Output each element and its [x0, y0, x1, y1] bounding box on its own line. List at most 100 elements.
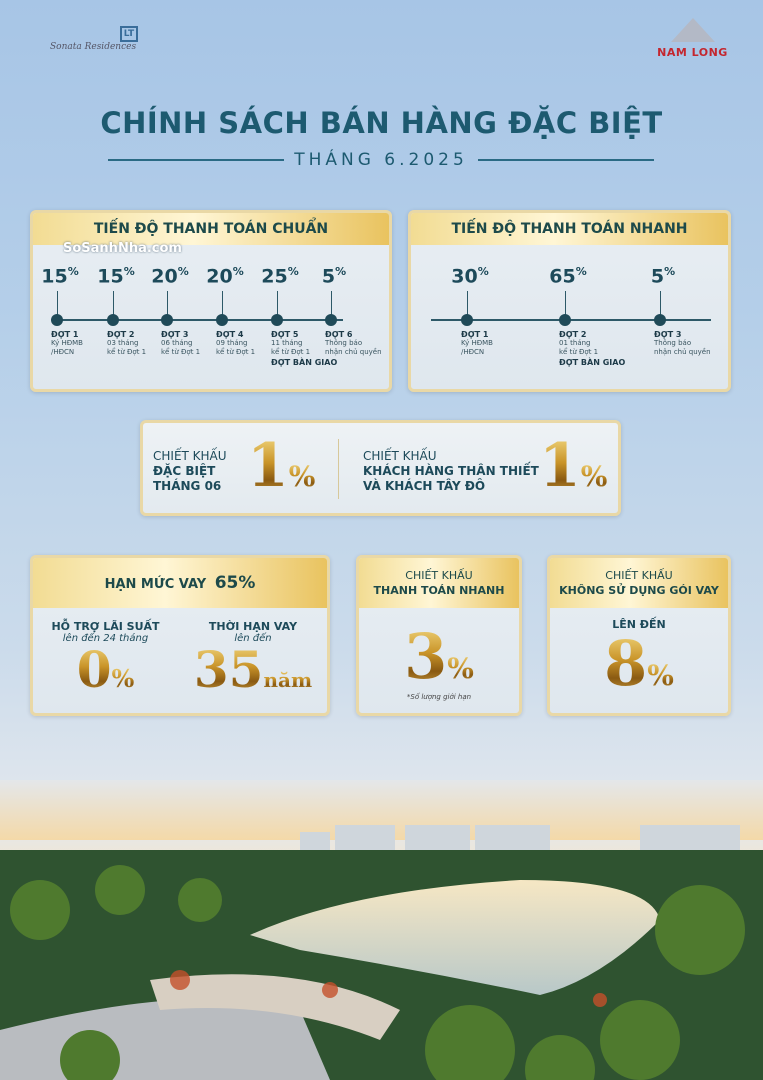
- stage-label: ĐỢT 5 11 tháng kể từ Đợt 1 ĐỢT BÀN GIAO: [271, 330, 337, 367]
- percent-value: 20: [151, 265, 178, 288]
- stage-desc: kể từ Đợt 1: [216, 348, 256, 356]
- card-title: CHIẾT KHẤU KHÔNG SỬ DỤNG GÓI VAY: [550, 558, 728, 608]
- stage-name: ĐỢT 2: [107, 330, 135, 339]
- title-line: THANH TOÁN NHANH: [373, 584, 505, 597]
- card-title: HẠN MỨC VAY 65%: [33, 558, 327, 608]
- stage-desc: /HĐCN: [461, 348, 485, 356]
- stage-note: ĐỢT BÀN GIAO: [271, 358, 338, 367]
- percent-sign: %: [111, 664, 135, 693]
- percent-sign: %: [447, 652, 474, 685]
- label-line: VÀ KHÁCH TÂY ĐÔ: [363, 479, 486, 493]
- stage-desc: 01 tháng: [559, 339, 591, 347]
- divider: [108, 159, 285, 161]
- value-number: 1: [247, 431, 289, 501]
- stage-percent: 20%: [151, 265, 188, 287]
- stage-name: ĐỢT 5: [271, 330, 299, 339]
- divider: [338, 439, 339, 499]
- stage-desc: nhận chủ quyền: [654, 348, 711, 356]
- percent-sign: %: [288, 460, 316, 493]
- interest-support: HỖ TRỢ LÃI SUẤT lên đến 24 tháng 0%: [33, 620, 178, 699]
- stage-desc: 06 tháng: [161, 339, 193, 347]
- loyal-discount-value: 1%: [539, 431, 607, 501]
- logo-mark: LT: [120, 26, 138, 42]
- fast-payment-card: TIẾN ĐỘ THANH TOÁN NHANH 30% ĐỢT 1 Ký HĐMB…: [408, 210, 731, 392]
- card-title: TIẾN ĐỘ THANH TOÁN NHANH: [411, 213, 728, 245]
- title-line: CHIẾT KHẤU: [405, 569, 473, 582]
- stage-dot: [461, 314, 473, 326]
- value-number: 1: [539, 431, 581, 501]
- stage-percent: 25%: [261, 265, 298, 287]
- value-number: 8: [604, 627, 648, 700]
- stage-dot: [161, 314, 173, 326]
- stage-label: ĐỢT 4 09 tháng kể từ Đợt 1: [216, 330, 255, 358]
- stage-label: ĐỢT 2 01 tháng kể từ Đợt 1 ĐỢT BÀN GIAO: [559, 330, 625, 367]
- stage-desc: kể từ Đợt 1: [107, 348, 147, 356]
- stage-note: ĐỢT BÀN GIAO: [559, 358, 626, 367]
- value-number: 0: [76, 640, 112, 699]
- discount-card: CHIẾT KHẤU ĐẶC BIỆT THÁNG 06 1% CHIẾT KH…: [140, 420, 621, 516]
- stage-desc: kể từ Đợt 1: [271, 348, 311, 356]
- percent-sign: %: [232, 265, 244, 278]
- label-line: CHIẾT KHẤU: [153, 449, 227, 463]
- value-number: 3: [404, 620, 448, 693]
- percent-sign: %: [287, 265, 299, 278]
- stage-label: ĐỢT 1 Ký HĐMB/HĐCN: [51, 330, 83, 358]
- stage-label: ĐỢT 6 Thông báo nhận chủ quyền: [325, 330, 382, 358]
- percent-sign: %: [335, 265, 347, 278]
- stage-desc: 11 tháng: [271, 339, 303, 347]
- timeline-line: [55, 319, 343, 321]
- percent-sign: %: [477, 265, 489, 278]
- stage-dot: [271, 314, 283, 326]
- stage-percent: 5%: [322, 265, 346, 287]
- unit: năm: [263, 668, 313, 692]
- stage-desc: Ký HĐMB: [51, 339, 83, 347]
- sublabel: LÊN ĐẾN: [612, 618, 666, 631]
- brand-name: NAM LONG: [657, 46, 728, 59]
- stage-name: ĐỢT 3: [654, 330, 682, 339]
- percent-value: 15: [97, 265, 124, 288]
- stage-desc: kể từ Đợt 1: [559, 348, 599, 356]
- no-loan-discount-card: CHIẾT KHẤU KHÔNG SỬ DỤNG GÓI VAY LÊN ĐẾN…: [547, 555, 731, 716]
- label: THỜI HẠN VAY: [208, 620, 298, 633]
- percent-sign: %: [177, 265, 189, 278]
- stage-percent: 15%: [41, 265, 78, 287]
- page-title: CHÍNH SÁCH BÁN HÀNG ĐẶC BIỆT: [100, 106, 663, 140]
- nam-long-logo: NAM LONG: [650, 18, 735, 68]
- watermark: SoSanhNha.com: [63, 241, 182, 256]
- title-line: KHÔNG SỬ DỤNG GÓI VAY: [559, 584, 719, 597]
- stage-name: ĐỢT 2: [559, 330, 587, 339]
- loyal-discount-label: CHIẾT KHẤU KHÁCH HÀNG THÂN THIẾT VÀ KHÁC…: [363, 449, 539, 494]
- stage-percent: 5%: [651, 265, 675, 287]
- stage-name: ĐỢT 6: [325, 330, 353, 339]
- stage-desc: nhận chủ quyền: [325, 348, 382, 356]
- title-value: 65%: [214, 573, 256, 593]
- stage-dot: [654, 314, 666, 326]
- loan-term: THỜI HẠN VAY lên đến 35năm: [173, 620, 327, 699]
- stem: [167, 291, 168, 319]
- stage-desc: 09 tháng: [216, 339, 248, 347]
- stage-desc: Thông báo: [325, 339, 363, 347]
- value: 8%: [550, 627, 728, 700]
- percent-value: 5: [321, 265, 336, 288]
- percent-sign: %: [664, 265, 676, 278]
- stage-name: ĐỢT 3: [161, 330, 189, 339]
- percent-value: 20: [206, 265, 233, 288]
- timeline-line: [431, 319, 711, 321]
- subtitle-text: THÁNG 6.2025: [294, 150, 468, 170]
- label-line: CHIẾT KHẤU: [363, 449, 437, 463]
- stage-percent: 20%: [206, 265, 243, 287]
- divider: [477, 159, 655, 161]
- stem: [660, 291, 661, 319]
- fast-pay-discount-card: CHIẾT KHẤU THANH TOÁN NHANH 3% *Số lượng…: [356, 555, 522, 716]
- standard-payment-card: TIẾN ĐỘ THANH TOÁN CHUẨN SoSanhNha.com 1…: [30, 210, 392, 392]
- stage-percent: 30%: [451, 265, 488, 287]
- subtitle: THÁNG 6.2025: [108, 150, 655, 170]
- label-line: KHÁCH HÀNG THÂN THIẾT: [363, 464, 539, 478]
- percent-value: 25: [261, 265, 288, 288]
- stage-label: ĐỢT 3 Thông báo nhận chủ quyền: [654, 330, 711, 358]
- special-discount-label: CHIẾT KHẤU ĐẶC BIỆT THÁNG 06: [153, 449, 227, 494]
- stem: [57, 291, 58, 319]
- card-title: TIẾN ĐỘ THANH TOÁN CHUẨN: [33, 213, 389, 245]
- stage-dot: [559, 314, 571, 326]
- stage-dot: [107, 314, 119, 326]
